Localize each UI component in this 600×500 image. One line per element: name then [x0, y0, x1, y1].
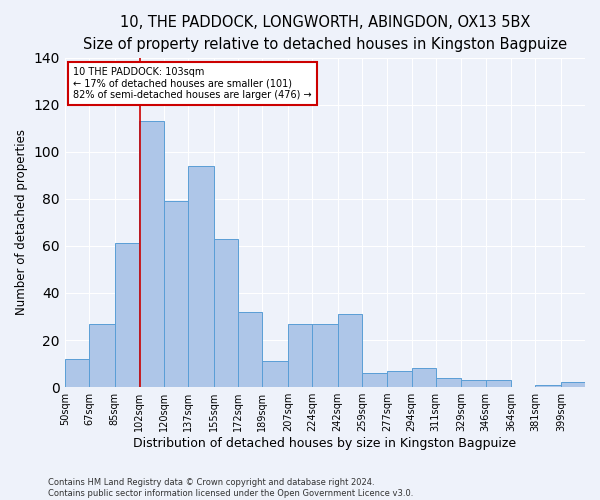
Bar	[164, 201, 188, 387]
Bar	[461, 380, 485, 387]
Text: Contains HM Land Registry data © Crown copyright and database right 2024.
Contai: Contains HM Land Registry data © Crown c…	[48, 478, 413, 498]
Bar	[288, 324, 312, 387]
Bar	[238, 312, 262, 387]
Y-axis label: Number of detached properties: Number of detached properties	[15, 130, 28, 316]
Bar	[262, 361, 288, 387]
Bar	[561, 382, 585, 387]
Bar	[188, 166, 214, 387]
Bar	[214, 239, 238, 387]
X-axis label: Distribution of detached houses by size in Kingston Bagpuize: Distribution of detached houses by size …	[133, 437, 517, 450]
Bar	[89, 324, 115, 387]
Bar	[535, 384, 561, 387]
Bar	[139, 121, 164, 387]
Bar	[436, 378, 461, 387]
Bar	[412, 368, 436, 387]
Bar	[388, 370, 412, 387]
Bar	[115, 244, 139, 387]
Bar	[362, 373, 388, 387]
Bar	[65, 359, 89, 387]
Bar	[338, 314, 362, 387]
Bar	[485, 380, 511, 387]
Bar	[312, 324, 338, 387]
Title: 10, THE PADDOCK, LONGWORTH, ABINGDON, OX13 5BX
Size of property relative to deta: 10, THE PADDOCK, LONGWORTH, ABINGDON, OX…	[83, 15, 567, 52]
Text: 10 THE PADDOCK: 103sqm
← 17% of detached houses are smaller (101)
82% of semi-de: 10 THE PADDOCK: 103sqm ← 17% of detached…	[73, 67, 312, 100]
